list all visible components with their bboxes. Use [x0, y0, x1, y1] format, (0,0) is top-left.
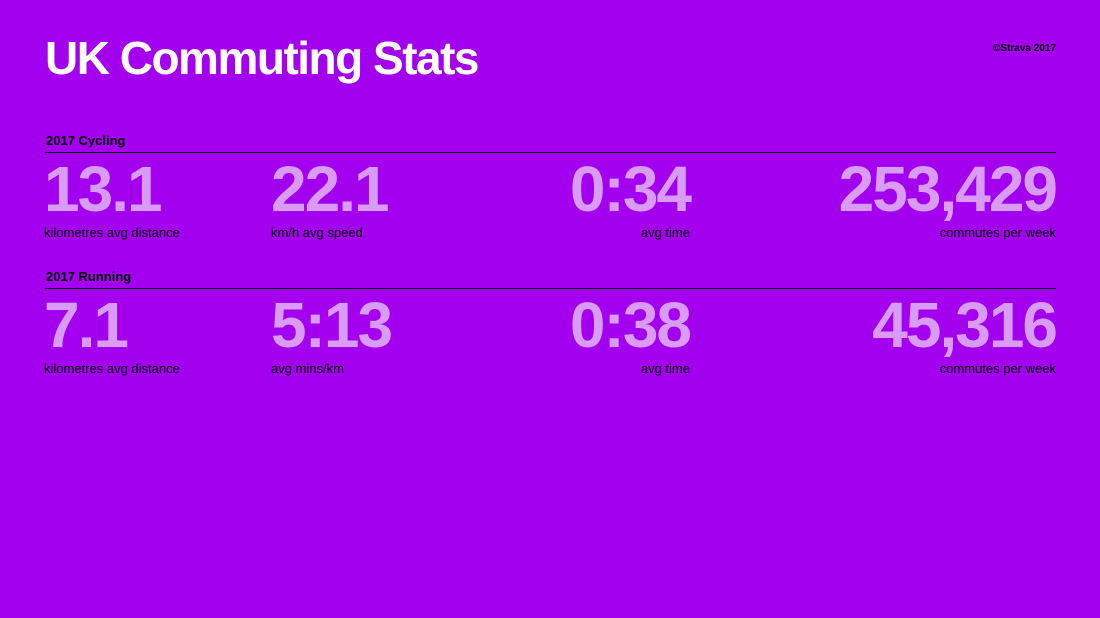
stat-time: 0:38 avg time	[569, 289, 692, 376]
section-heading: 2017 Running	[45, 269, 1056, 289]
section-heading: 2017 Cycling	[45, 133, 1056, 153]
stat-label: avg time	[640, 225, 690, 240]
stat-label: commutes per week	[939, 225, 1056, 240]
stat-time: 0:34 avg time	[569, 153, 692, 240]
stat-speed: 22.1 km/h avg speed	[271, 153, 390, 240]
stat-value: 5:13	[271, 289, 393, 361]
stat-value: 45,316	[872, 289, 1058, 361]
stat-label: avg time	[640, 361, 690, 376]
page-title: UK Commuting Stats	[45, 32, 480, 84]
stat-label: km/h avg speed	[271, 225, 363, 240]
section-cycling: 2017 Cycling 13.1 kilometres avg distanc…	[44, 133, 1058, 240]
stat-pace: 5:13 avg mins/km	[271, 289, 393, 376]
stat-value: 13.1	[44, 153, 163, 225]
stat-commutes: 253,429 commutes per week	[838, 153, 1058, 240]
stat-label: kilometres avg distance	[44, 361, 180, 376]
stat-label: commutes per week	[939, 361, 1056, 376]
stat-value: 0:38	[569, 289, 692, 361]
stat-value: 7.1	[44, 289, 129, 361]
stat-commutes: 45,316 commutes per week	[872, 289, 1058, 376]
stat-value: 253,429	[838, 153, 1058, 225]
stat-value: 22.1	[271, 153, 390, 225]
stat-label: avg mins/km	[271, 361, 344, 376]
stat-distance: 13.1 kilometres avg distance	[44, 153, 180, 240]
stat-label: kilometres avg distance	[44, 225, 180, 240]
section-running: 2017 Running 7.1 kilometres avg distance…	[44, 269, 1058, 376]
stat-value: 0:34	[569, 153, 692, 225]
stat-distance: 7.1 kilometres avg distance	[44, 289, 180, 376]
credit: ©Strava 2017	[993, 43, 1056, 54]
